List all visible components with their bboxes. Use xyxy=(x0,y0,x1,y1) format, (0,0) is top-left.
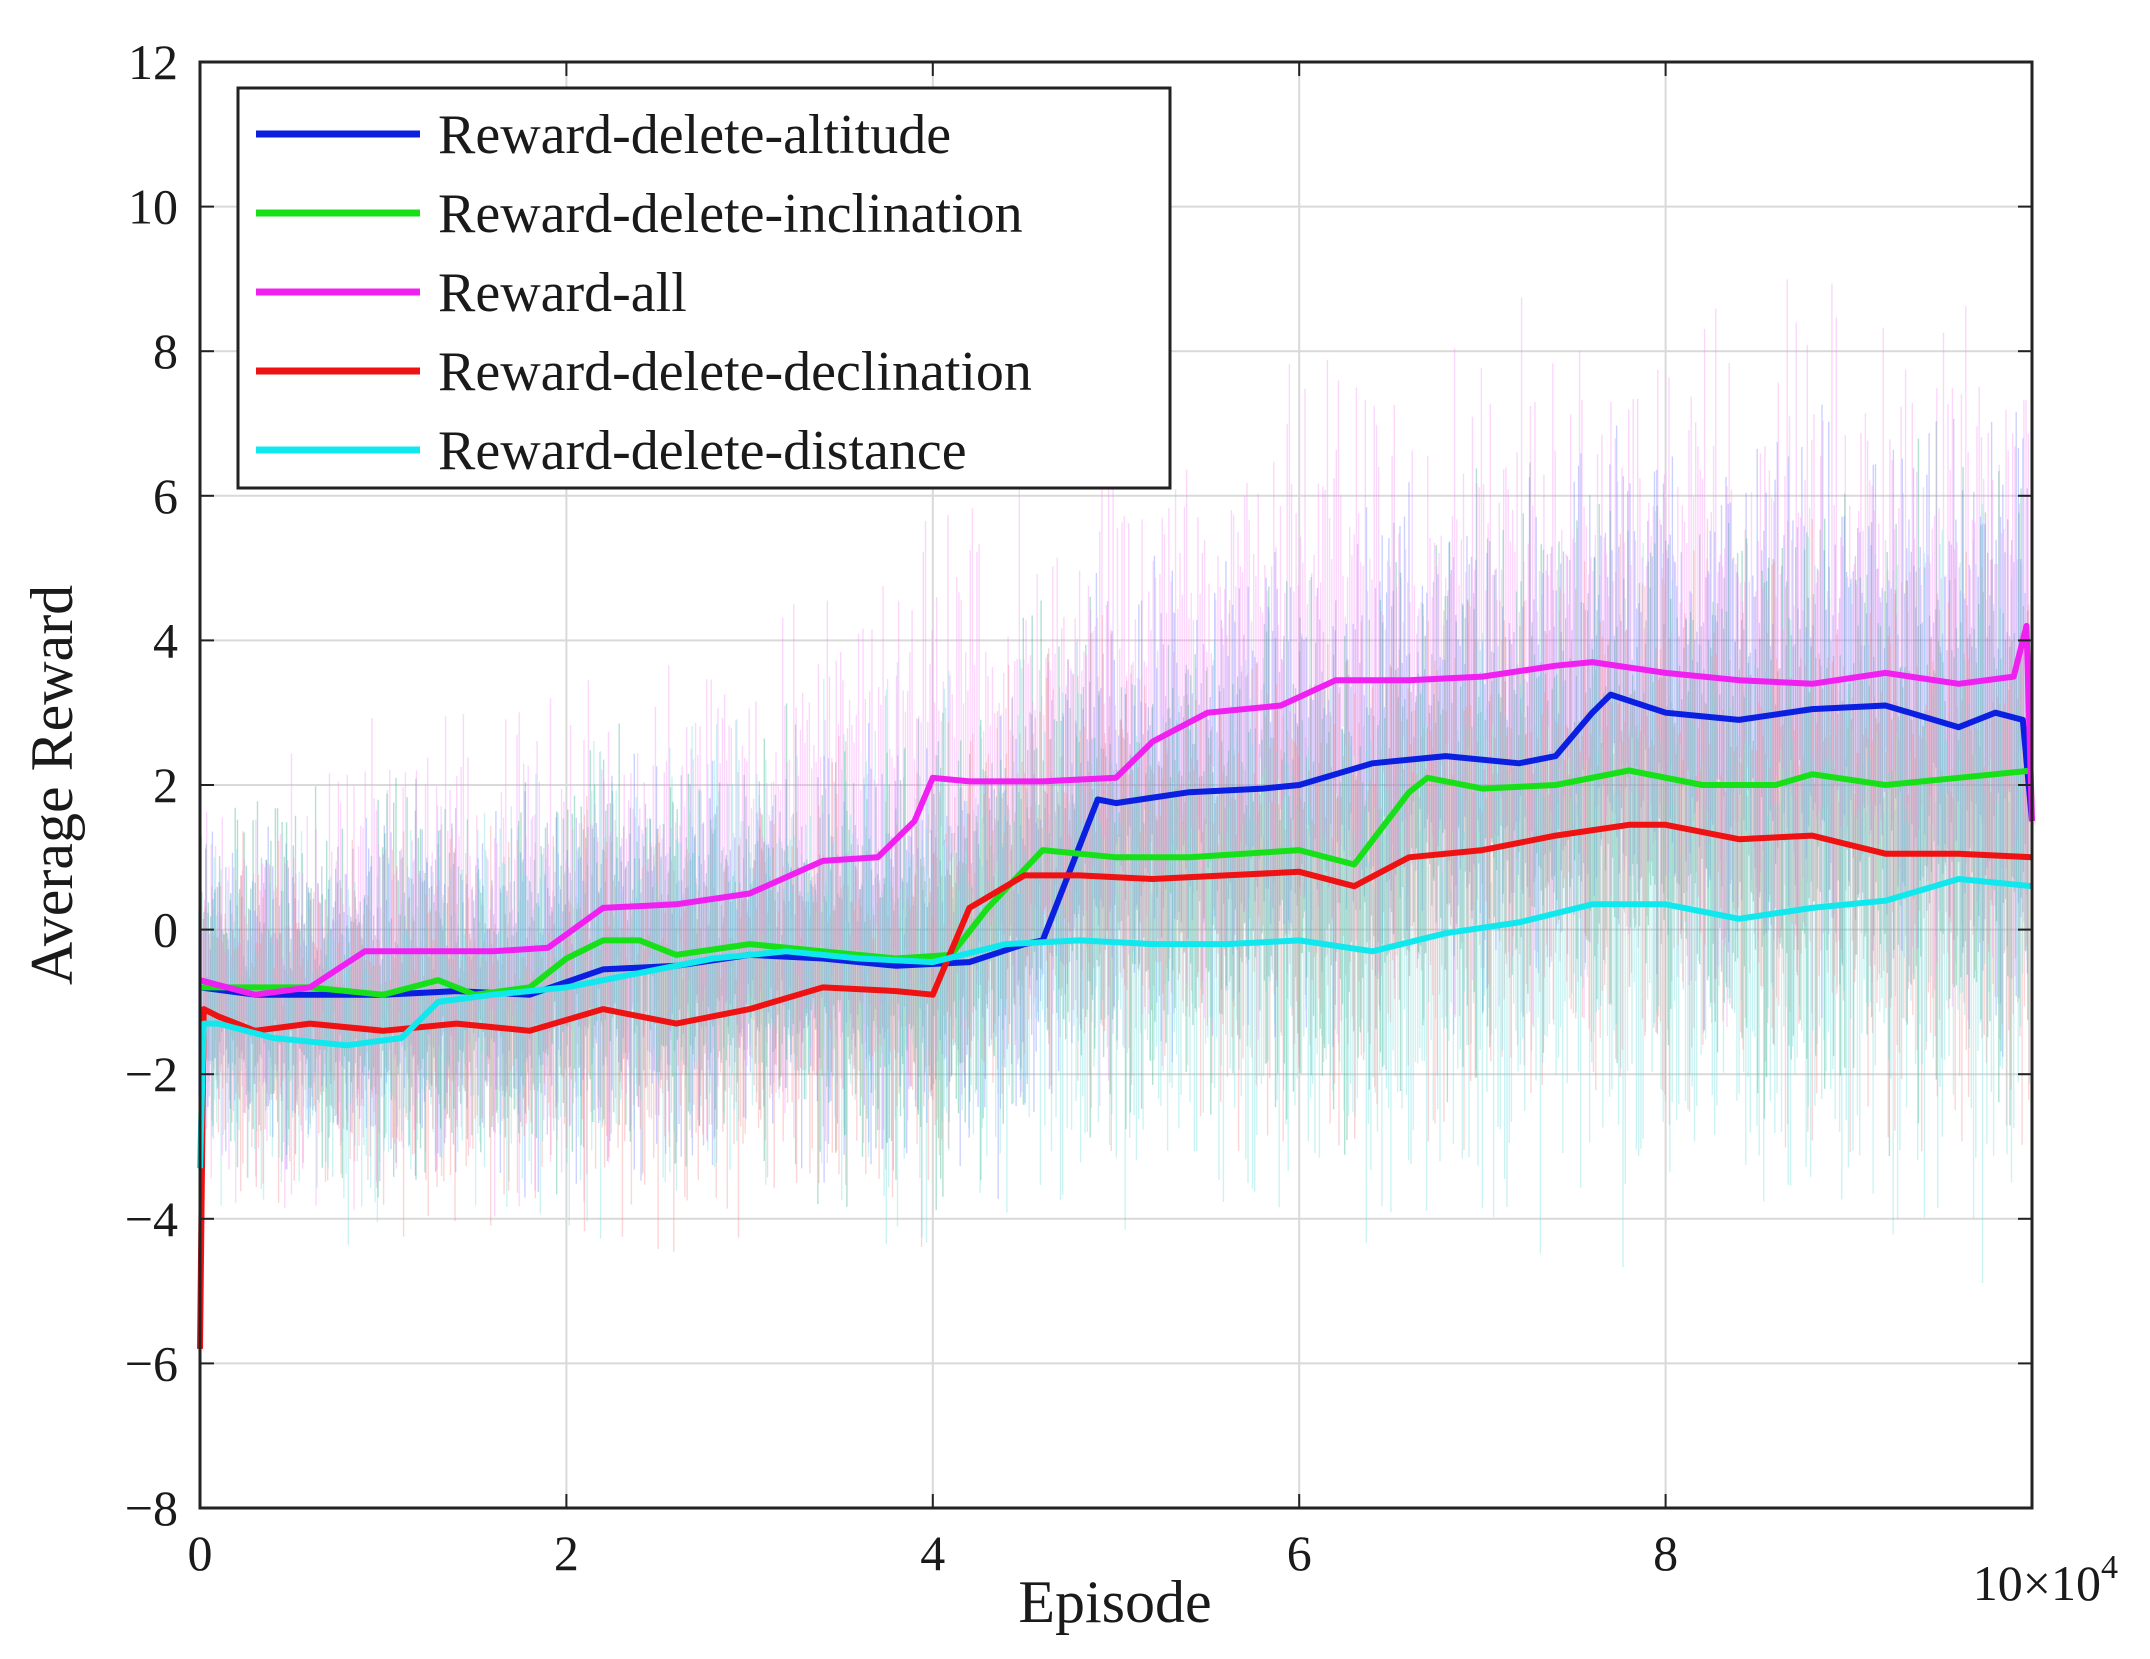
legend-label: Reward-delete-declination xyxy=(438,341,1032,403)
y-tick-label: −4 xyxy=(125,1191,178,1247)
legend: Reward-delete-altitude Reward-delete-incl… xyxy=(236,86,1172,490)
y-tick-label: −2 xyxy=(125,1046,178,1102)
series-line-reward-all xyxy=(199,622,2035,998)
y-tick-label: 4 xyxy=(153,612,178,668)
axis-ticks: 0 2 4 6 8 −8 −6 −4 −2 0 2 4 6 8 10 12 xyxy=(125,34,2032,1581)
x-tick-label: 0 xyxy=(188,1525,213,1581)
legend-label: Reward-delete-inclination xyxy=(438,183,1023,245)
x-tick-label: 8 xyxy=(1653,1525,1678,1581)
legend-label: Reward-all xyxy=(438,262,687,324)
y-tick-label: −6 xyxy=(125,1335,178,1391)
series-line-reward-delete-declination xyxy=(197,821,2033,1349)
y-tick-label: −8 xyxy=(125,1480,178,1536)
series-lines xyxy=(197,622,2035,1349)
x-axis-title: Episode xyxy=(1018,1569,1211,1635)
y-tick-label: 8 xyxy=(153,323,178,379)
series-line-reward-delete-distance xyxy=(197,876,2033,1169)
x-tick-label: 6 xyxy=(1287,1525,1312,1581)
y-tick-label: 2 xyxy=(153,757,178,813)
x-scale-exponent: 4 xyxy=(2101,1549,2118,1586)
legend-label: Reward-delete-altitude xyxy=(438,104,951,166)
y-axis-title: Average Reward xyxy=(19,585,85,985)
x-scale-base: 10×10 xyxy=(1973,1555,2101,1611)
y-tick-label: 12 xyxy=(128,34,178,90)
x-tick-label: 2 xyxy=(554,1525,579,1581)
legend-box xyxy=(236,86,1172,490)
y-tick-label: 0 xyxy=(153,902,178,958)
legend-label: Reward-delete-distance xyxy=(438,420,967,482)
y-tick-label: 6 xyxy=(153,468,178,524)
x-scale-multiplier: 10×104 xyxy=(1973,1549,2118,1611)
y-tick-label: 10 xyxy=(128,179,178,235)
x-tick-label: 4 xyxy=(920,1525,945,1581)
